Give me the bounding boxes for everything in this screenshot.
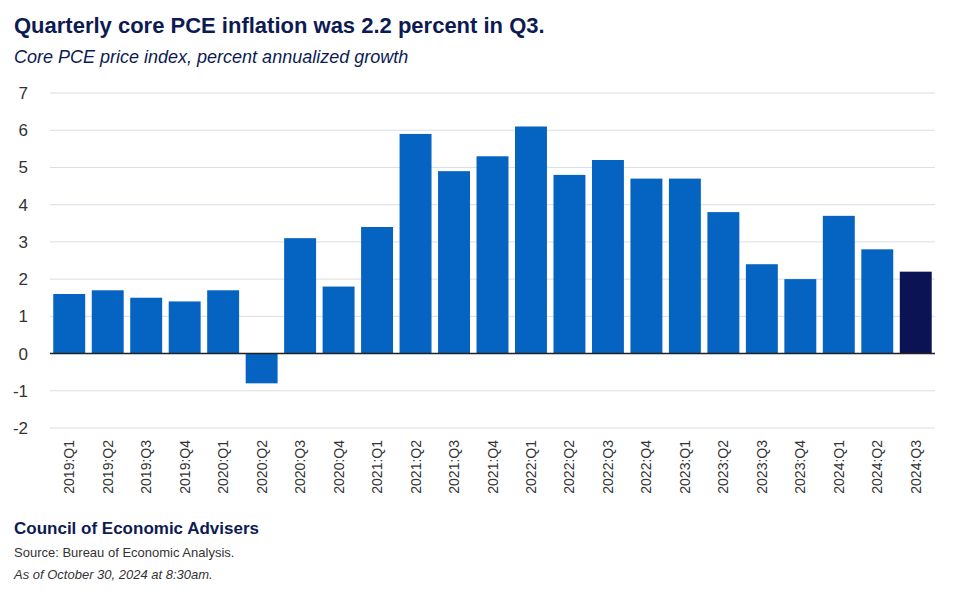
grid-line	[50, 130, 935, 131]
x-tick-label: 2019:Q4	[177, 440, 193, 494]
bar	[515, 127, 547, 354]
bar	[284, 238, 316, 353]
x-tick-label: 2020:Q2	[254, 440, 270, 494]
y-tick-label: 7	[19, 84, 28, 103]
grid-line	[50, 428, 935, 429]
bar	[592, 160, 624, 354]
bar	[130, 298, 162, 354]
bar	[53, 294, 85, 354]
bar	[630, 179, 662, 354]
bar	[438, 171, 470, 353]
bar	[746, 264, 778, 353]
x-tick-label: 2023:Q3	[754, 440, 770, 494]
source: Source: Bureau of Economic Analysis.	[14, 545, 234, 560]
x-tick-label: 2020:Q3	[292, 440, 308, 494]
x-tick-label: 2021:Q2	[408, 440, 424, 494]
x-tick-label: 2024:Q1	[831, 440, 847, 494]
bar	[707, 212, 739, 353]
x-tick-label: 2021:Q4	[485, 440, 501, 494]
timestamp: As of October 30, 2024 at 8:30am.	[13, 567, 213, 582]
y-tick-label: 4	[19, 196, 28, 215]
bar	[477, 156, 509, 353]
y-tick-label: 0	[19, 345, 28, 364]
bar	[207, 290, 239, 353]
x-tick-label: 2020:Q1	[215, 440, 231, 494]
subtitle: Core PCE price index, percent annualized…	[14, 47, 408, 67]
chart: Quarterly core PCE inflation was 2.2 per…	[0, 0, 961, 595]
bar	[669, 179, 701, 354]
bar	[246, 354, 278, 384]
zero-line	[50, 353, 935, 355]
x-tick-label: 2019:Q2	[100, 440, 116, 494]
y-tick-label: 2	[19, 270, 28, 289]
x-tick-label: 2021:Q3	[446, 440, 462, 494]
x-tick-label: 2020:Q4	[331, 440, 347, 494]
x-tick-label: 2022:Q3	[600, 440, 616, 494]
y-tick-label: 6	[19, 121, 28, 140]
branding: Council of Economic Advisers	[14, 519, 259, 538]
grid-line	[50, 93, 935, 94]
bar	[900, 272, 932, 354]
x-tick-label: 2022:Q4	[638, 440, 654, 494]
x-tick-label: 2024:Q3	[908, 440, 924, 494]
x-tick-label: 2023:Q2	[715, 440, 731, 494]
x-tick-label: 2024:Q2	[869, 440, 885, 494]
bar	[784, 279, 816, 353]
bar	[92, 290, 124, 353]
bar	[361, 227, 393, 354]
y-tick-label: -1	[13, 382, 28, 401]
y-tick-label: 3	[19, 233, 28, 252]
page: {"chart_data": {"type": "bar", "title": …	[0, 0, 961, 595]
bar	[400, 134, 432, 354]
x-tick-label: 2023:Q1	[677, 440, 693, 494]
bar	[169, 301, 201, 353]
bars	[53, 127, 931, 384]
x-tick-label: 2019:Q1	[61, 440, 77, 494]
grid	[50, 93, 935, 428]
y-tick-label: -2	[13, 419, 28, 438]
bar	[323, 287, 355, 354]
x-tick-label: 2021:Q1	[369, 440, 385, 494]
y-tick-label: 5	[19, 158, 28, 177]
x-tick-label: 2023:Q4	[792, 440, 808, 494]
x-tick-label: 2022:Q2	[561, 440, 577, 494]
bar	[823, 216, 855, 354]
bar	[861, 249, 893, 353]
grid-line	[50, 390, 935, 391]
title: Quarterly core PCE inflation was 2.2 per…	[14, 13, 545, 38]
bar	[553, 175, 585, 354]
x-tick-label: 2019:Q3	[138, 440, 154, 494]
x-tick-label: 2022:Q1	[523, 440, 539, 494]
y-tick-label: 1	[19, 307, 28, 326]
